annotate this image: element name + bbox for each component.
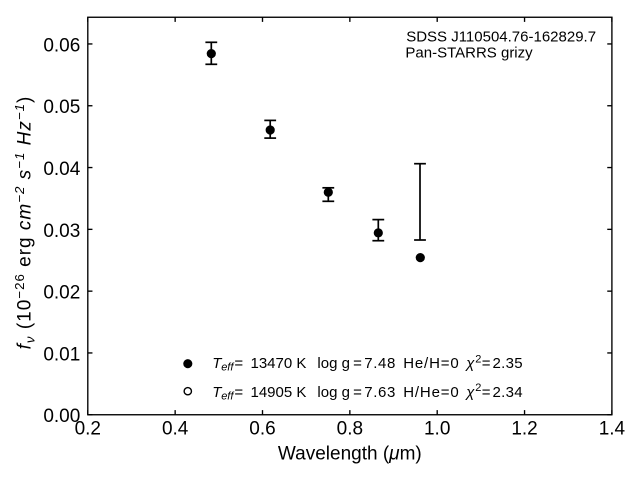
- svg-text:fν (10−26 erg cm−2 s−1 Hz−1): fν (10−26 erg cm−2 s−1 Hz−1): [12, 96, 38, 350]
- svg-text:1.4: 1.4: [599, 418, 626, 439]
- svg-text:0.05: 0.05: [43, 97, 80, 118]
- svg-text:0.00: 0.00: [43, 406, 80, 427]
- svg-text:0.03: 0.03: [43, 221, 80, 242]
- svg-text:0.01: 0.01: [43, 344, 80, 365]
- svg-text:0.4: 0.4: [162, 418, 189, 439]
- svg-text:1.2: 1.2: [511, 418, 537, 439]
- svg-text:0.6: 0.6: [249, 418, 275, 439]
- svg-text:Pan-STARRS grizy: Pan-STARRS grizy: [405, 44, 533, 61]
- svg-text:Wavelength (μm): Wavelength (μm): [278, 443, 422, 464]
- svg-text:1.0: 1.0: [424, 418, 450, 439]
- svg-text:0.04: 0.04: [43, 159, 80, 180]
- svg-text:0.2: 0.2: [75, 418, 101, 439]
- svg-text:0.02: 0.02: [43, 283, 80, 304]
- svg-text:0.06: 0.06: [43, 35, 80, 56]
- svg-text:0.8: 0.8: [337, 418, 363, 439]
- svg-text:SDSS J110504.76-162829.7: SDSS J110504.76-162829.7: [406, 28, 596, 45]
